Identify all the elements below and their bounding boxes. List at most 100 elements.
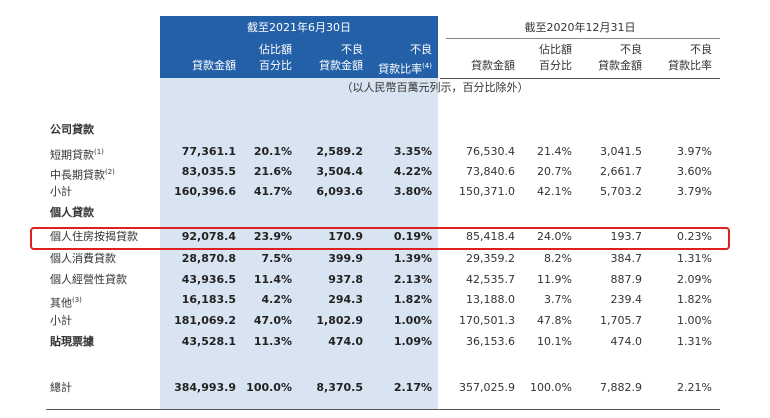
cell: 10.1%: [537, 335, 572, 348]
cell: 3.35%: [393, 145, 432, 158]
section-label: 貼現票據: [50, 335, 94, 348]
cell: 28,870.8: [181, 252, 236, 265]
column-header: 佔比額: [259, 43, 292, 56]
cell: 11.3%: [253, 335, 292, 348]
period-2021: 截至2021年6月30日: [247, 21, 351, 34]
column-header: 貸款金額: [598, 59, 642, 72]
cell: 100.0%: [530, 381, 572, 394]
cell: 3.60%: [677, 165, 712, 178]
column-header: 不良: [690, 43, 712, 56]
cell: 0.19%: [393, 230, 432, 243]
row-label: 個人消費貸款: [50, 252, 116, 265]
cell: 3.79%: [677, 185, 712, 198]
unit-note: （以人民幣百萬元列示，百分比除外）: [341, 81, 529, 94]
row-label-note: (2): [105, 168, 115, 176]
cell: 83,035.5: [181, 165, 236, 178]
row-label: 總計: [50, 381, 72, 394]
cell: 160,396.6: [174, 185, 236, 198]
cell: 11.4%: [253, 273, 292, 286]
cell: 3.97%: [677, 145, 712, 158]
cell: 16,183.5: [181, 293, 236, 306]
cell: 85,418.4: [466, 230, 515, 243]
row-label: 小計: [50, 314, 72, 327]
column-header-note: (4): [422, 62, 432, 70]
cell: 3,504.4: [316, 165, 363, 178]
column-header: 佔比額: [539, 43, 572, 56]
cell: 20.1%: [253, 145, 292, 158]
highlight-box: [30, 227, 730, 250]
cell: 24.0%: [537, 230, 572, 243]
cell: 43,528.1: [181, 335, 236, 348]
row-label: 短期貸款(1): [50, 148, 104, 162]
column-header: 百分比: [259, 59, 292, 72]
cell: 0.23%: [677, 230, 712, 243]
row-label: 個人住房按揭貸款: [50, 230, 138, 243]
column-header: 不良: [410, 43, 432, 56]
cell: 1.00%: [393, 314, 432, 327]
cell: 1.82%: [677, 293, 712, 306]
column-header: 貸款比率(4): [378, 62, 432, 76]
cell: 357,025.9: [459, 381, 515, 394]
row-label: 小計: [50, 185, 72, 198]
column-header: 不良: [341, 43, 363, 56]
cell: 36,153.6: [466, 335, 515, 348]
cell: 5,703.2: [600, 185, 642, 198]
column-header: 貸款比率: [668, 59, 712, 72]
cell: 42.1%: [537, 185, 572, 198]
column-header: 貸款金額: [471, 59, 515, 72]
cell: 41.7%: [253, 185, 292, 198]
cell: 77,361.1: [181, 145, 236, 158]
rule: [46, 409, 720, 410]
column-header: 貸款金額: [192, 59, 236, 72]
cell: 8,370.5: [316, 381, 363, 394]
row-label: 中長期貸款(2): [50, 168, 115, 182]
cell: 92,078.4: [181, 230, 236, 243]
cell: 1.09%: [393, 335, 432, 348]
cell: 100.0%: [246, 381, 292, 394]
cell: 76,530.4: [466, 145, 515, 158]
cell: 887.9: [610, 273, 643, 286]
cell: 239.4: [610, 293, 643, 306]
row-label: 個人經營性貸款: [50, 273, 127, 286]
cell: 937.8: [328, 273, 363, 286]
cell: 2.13%: [393, 273, 432, 286]
rule: [440, 78, 720, 79]
row-label-note: (3): [72, 296, 82, 304]
cell: 1.31%: [677, 335, 712, 348]
cell: 474.0: [610, 335, 643, 348]
cell: 2.17%: [393, 381, 432, 394]
cell: 20.7%: [537, 165, 572, 178]
cell: 29,359.2: [466, 252, 515, 265]
section-label: 公司貸款: [50, 123, 94, 136]
cell: 23.9%: [253, 230, 292, 243]
cell: 3.80%: [393, 185, 432, 198]
cell: 73,840.6: [466, 165, 515, 178]
cell: 1.82%: [393, 293, 432, 306]
column-header: 百分比: [539, 59, 572, 72]
cell: 3.7%: [544, 293, 572, 306]
cell: 170,501.3: [459, 314, 515, 327]
cell: 47.8%: [537, 314, 572, 327]
cell: 2,589.2: [316, 145, 363, 158]
cell: 13,188.0: [466, 293, 515, 306]
cell: 150,371.0: [459, 185, 515, 198]
cell: 474.0: [328, 335, 363, 348]
cell: 181,069.2: [174, 314, 236, 327]
cell: 193.7: [610, 230, 643, 243]
cell: 2.09%: [677, 273, 712, 286]
cell: 294.3: [328, 293, 363, 306]
cell: 3,041.5: [600, 145, 642, 158]
column-shade: [160, 78, 438, 410]
cell: 4.2%: [261, 293, 292, 306]
cell: 1,802.9: [316, 314, 363, 327]
cell: 4.22%: [393, 165, 432, 178]
cell: 384.7: [610, 252, 643, 265]
cell: 1.31%: [677, 252, 712, 265]
cell: 47.0%: [253, 314, 292, 327]
column-header: 貸款金額: [319, 59, 363, 72]
cell: 7.5%: [261, 252, 292, 265]
cell: 6,093.6: [316, 185, 363, 198]
cell: 2.21%: [677, 381, 712, 394]
cell: 1.00%: [677, 314, 712, 327]
